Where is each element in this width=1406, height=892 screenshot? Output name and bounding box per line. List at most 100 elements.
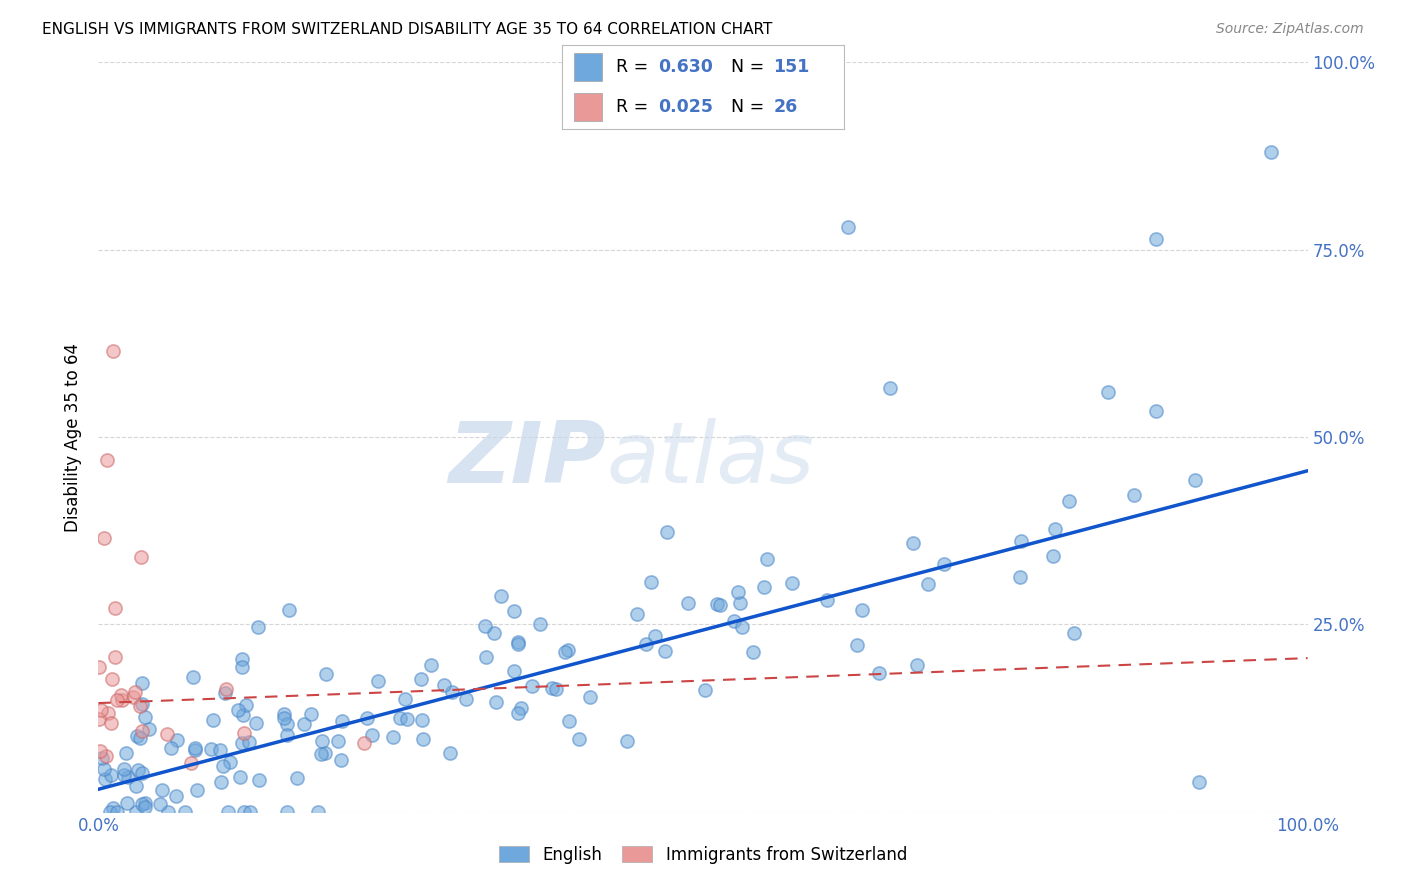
- Point: [367, 673, 389, 688]
- Point: [100, 716, 122, 731]
- Point: [1260, 145, 1282, 160]
- Point: [239, 805, 262, 819]
- Point: [1059, 494, 1081, 508]
- Point: [104, 649, 127, 664]
- Point: [879, 381, 901, 395]
- Point: [655, 525, 678, 540]
- Point: [315, 667, 337, 681]
- Point: [180, 756, 202, 771]
- Point: [156, 805, 179, 819]
- Point: [208, 743, 231, 757]
- Point: [215, 681, 238, 696]
- Text: 151: 151: [773, 59, 810, 77]
- Text: Source: ZipAtlas.com: Source: ZipAtlas.com: [1216, 22, 1364, 37]
- Point: [485, 695, 508, 709]
- Point: [122, 690, 145, 705]
- Point: [752, 580, 775, 594]
- Point: [97, 706, 120, 721]
- Point: [131, 766, 153, 780]
- Point: [851, 603, 873, 617]
- FancyBboxPatch shape: [574, 93, 602, 120]
- Text: N =: N =: [731, 98, 770, 116]
- Point: [579, 690, 602, 705]
- Point: [131, 697, 153, 711]
- Point: [1146, 231, 1168, 245]
- Point: [186, 783, 208, 797]
- Point: [93, 531, 115, 545]
- Point: [299, 706, 322, 721]
- Point: [125, 729, 148, 743]
- Point: [529, 617, 551, 632]
- Point: [329, 753, 352, 767]
- Point: [311, 733, 333, 747]
- Point: [231, 659, 253, 673]
- Point: [94, 772, 117, 786]
- Text: ZIP: ZIP: [449, 418, 606, 501]
- Point: [1184, 473, 1206, 487]
- Point: [94, 748, 117, 763]
- Point: [727, 585, 749, 599]
- Point: [815, 593, 838, 607]
- Point: [353, 736, 375, 750]
- Point: [292, 717, 315, 731]
- Point: [150, 783, 173, 797]
- Point: [238, 735, 260, 749]
- Legend: English, Immigrants from Switzerland: English, Immigrants from Switzerland: [492, 839, 914, 871]
- Point: [90, 703, 112, 717]
- Point: [276, 729, 298, 743]
- Point: [246, 619, 269, 633]
- Point: [932, 557, 955, 571]
- Point: [117, 770, 139, 784]
- Point: [231, 652, 253, 666]
- Point: [541, 681, 564, 696]
- Point: [87, 712, 110, 726]
- Point: [1188, 774, 1211, 789]
- Point: [124, 685, 146, 699]
- Point: [756, 552, 779, 566]
- Point: [419, 657, 441, 672]
- Point: [782, 576, 804, 591]
- Point: [395, 712, 418, 726]
- Point: [454, 691, 477, 706]
- Point: [181, 670, 204, 684]
- Point: [209, 775, 232, 789]
- Point: [285, 772, 308, 786]
- Point: [706, 597, 728, 611]
- Point: [412, 731, 434, 746]
- Point: [273, 711, 295, 725]
- Point: [742, 645, 765, 659]
- Point: [115, 746, 138, 760]
- Point: [247, 773, 270, 788]
- Point: [693, 682, 716, 697]
- Point: [433, 678, 456, 692]
- Point: [165, 789, 187, 803]
- Point: [100, 768, 122, 782]
- Point: [837, 220, 859, 235]
- Point: [905, 658, 928, 673]
- Point: [1010, 569, 1032, 583]
- Point: [112, 768, 135, 782]
- Point: [503, 604, 526, 618]
- Point: [134, 710, 156, 724]
- Point: [845, 638, 868, 652]
- FancyBboxPatch shape: [574, 54, 602, 81]
- Point: [202, 713, 225, 727]
- Point: [110, 688, 132, 702]
- Point: [388, 711, 411, 725]
- Point: [868, 665, 890, 680]
- Point: [361, 728, 384, 742]
- Text: R =: R =: [616, 98, 654, 116]
- Point: [901, 536, 924, 550]
- Point: [1063, 626, 1085, 640]
- Y-axis label: Disability Age 35 to 64: Disability Age 35 to 64: [65, 343, 83, 532]
- Point: [214, 686, 236, 700]
- Point: [314, 746, 336, 760]
- Point: [1010, 533, 1032, 548]
- Point: [917, 577, 939, 591]
- Point: [709, 598, 731, 612]
- Point: [482, 626, 505, 640]
- Point: [309, 747, 332, 761]
- Text: 26: 26: [773, 98, 797, 116]
- Point: [654, 643, 676, 657]
- Point: [356, 711, 378, 725]
